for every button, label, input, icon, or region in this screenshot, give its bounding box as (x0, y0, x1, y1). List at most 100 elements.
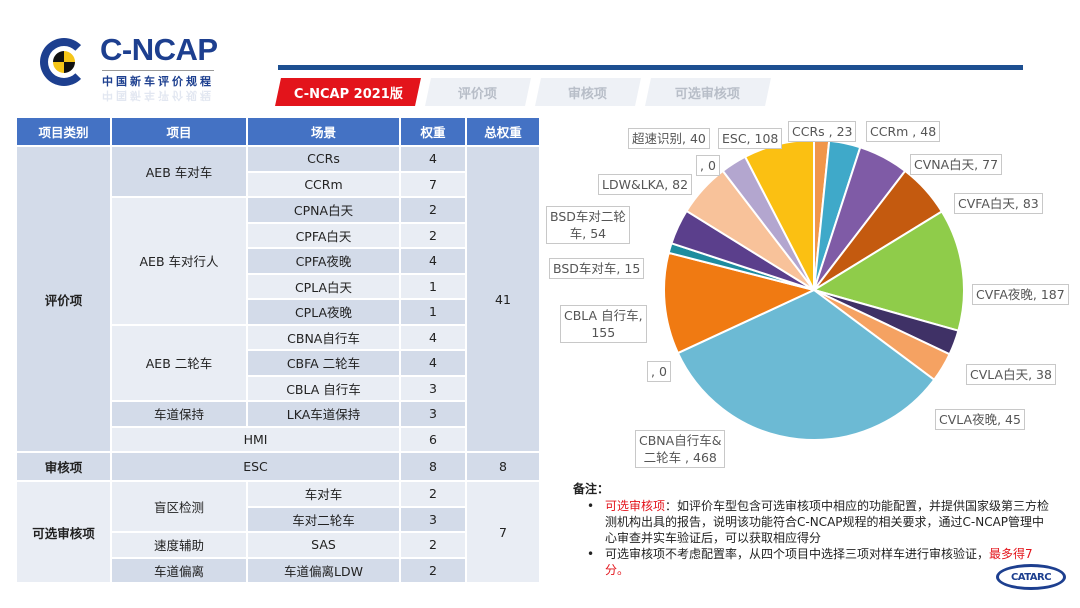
item-cell: 盲区检测 (112, 482, 246, 531)
scene-cell: LKA车道保持 (248, 402, 399, 426)
pie-chart: CCRs , 23 CCRm , 48 CVNA白天, 77 CVFA白天, 8… (540, 112, 1080, 482)
scene-cell: 车对二轮车 (248, 507, 399, 531)
weight-table: 项目类别 项目 场景 权重 总权重 评价项 AEB 车对车 CCRs 4 41 … (15, 116, 541, 584)
logo-reflection: 中国新车评价规程 (102, 89, 214, 102)
crash-test-dummy-icon (53, 51, 75, 73)
note-text: 可选审核项不考虑配置率，从四个项目中选择三项对样车进行审核验证， (605, 547, 990, 561)
item-cell: HMI (112, 427, 399, 451)
category-cell: 可选审核项 (17, 482, 110, 582)
data-label-ccrm: CCRm , 48 (866, 121, 941, 142)
table-row: CPFA白天 2 (17, 223, 539, 247)
total-weight-cell: 7 (467, 482, 539, 582)
scene-cell: CBLA 自行车 (248, 376, 399, 400)
data-label-cvla-night: CVLA夜晚, 45 (935, 409, 1025, 430)
scene-cell: CPLA夜晚 (248, 300, 399, 324)
category-cell: 审核项 (17, 453, 110, 480)
data-label-cvna: CVNA白天, 77 (910, 154, 1003, 175)
tab-audit[interactable]: 审核项 (535, 78, 641, 106)
weight-cell: 2 (401, 198, 465, 222)
data-label-cvfa-day: CVFA白天, 83 (954, 193, 1043, 214)
tab-evaluation[interactable]: 评价项 (425, 78, 531, 106)
data-label-bsd-car: BSD车对车, 15 (549, 258, 645, 279)
table-row: 评价项 AEB 车对车 CCRs 4 41 (17, 147, 539, 451)
scene-cell: 车对车 (248, 482, 399, 506)
scene-cell: CCRm (248, 172, 399, 196)
weight-cell: 4 (401, 249, 465, 273)
scene-cell: CBNA自行车 (248, 325, 399, 349)
weight-cell: 3 (401, 402, 465, 426)
table-row: CPLA夜晚 1 (17, 300, 539, 324)
weight-cell: 4 (401, 351, 465, 375)
tab-optional-audit[interactable]: 可选审核项 (645, 78, 771, 106)
item-cell: 速度辅助 (112, 533, 246, 557)
notes-list: 可选审核项：如评价车型包含可选审核项中相应的功能配置，并提供国家级第三方检测机构… (573, 498, 1053, 578)
note-item: 可选审核项不考虑配置率，从四个项目中选择三项对样车进行审核验证，最多得7分。 (587, 546, 1053, 578)
weight-cell: 7 (401, 172, 465, 196)
data-label-ldw-lka: LDW&LKA, 82 (598, 174, 693, 195)
data-label-zero-a: , 0 (647, 361, 671, 382)
logo-subtitle: 中国新车评价规程 (102, 70, 214, 89)
pie-slice (676, 288, 936, 441)
weight-cell: 2 (401, 223, 465, 247)
weight-cell: 2 (401, 558, 465, 582)
item-cell: 车道偏离 (112, 558, 246, 582)
table-row: 审核项 ESC 8 8 (17, 453, 539, 480)
weight-cell: 4 (401, 325, 465, 349)
scene-cell: 车道偏离LDW (248, 558, 399, 582)
weight-cell: 4 (401, 147, 465, 171)
data-label-bsd-two-wheeler: BSD车对二轮 车, 54 (546, 206, 630, 244)
logo-ring-icon (40, 38, 88, 86)
col-total-weight: 总权重 (467, 118, 539, 145)
total-weight-cell: 8 (467, 453, 539, 480)
weight-cell: 1 (401, 274, 465, 298)
table-row: 可选审核项 盲区检测 车对车 2 7 (17, 482, 539, 582)
note-highlight: 最多得7分。 (605, 547, 1033, 577)
scene-cell: CPFA白天 (248, 223, 399, 247)
table-row: CPLA白天 1 (17, 274, 539, 298)
weight-cell: 2 (401, 533, 465, 557)
pie-chart-svg (663, 138, 965, 441)
category-cell: 评价项 (17, 147, 110, 451)
tab-cncap-2021[interactable]: C-NCAP 2021版 (275, 78, 421, 106)
scene-cell: CPNA白天 (248, 198, 399, 222)
item-cell: 车道保持 (112, 402, 246, 426)
data-label-cbna: CBNA自行车& 二轮车 , 468 (635, 430, 726, 468)
data-label-zero-b: , 0 (696, 155, 720, 176)
col-scene: 场景 (248, 118, 399, 145)
scene-cell: CPLA白天 (248, 274, 399, 298)
notes-title: 备注： (573, 482, 610, 496)
table-row: AEB 二轮车 CBNA自行车 4 (17, 325, 539, 400)
item-cell: AEB 二轮车 (112, 325, 246, 400)
weight-cell: 2 (401, 482, 465, 506)
total-weight-cell: 41 (467, 147, 539, 451)
weight-cell: 8 (401, 453, 465, 480)
table-row: HMI 6 (17, 427, 539, 451)
col-item: 项目 (112, 118, 246, 145)
section-tabs: C-NCAP 2021版 评价项 审核项 可选审核项 (275, 78, 778, 108)
weight-cell: 6 (401, 427, 465, 451)
weight-cell: 3 (401, 507, 465, 531)
table-row: 车对二轮车 3 (17, 507, 539, 531)
pie-slice (811, 210, 965, 332)
table-row: CBLA 自行车 3 (17, 376, 539, 400)
scene-cell: CCRs (248, 147, 399, 171)
table-row: CPFA夜晚 4 (17, 249, 539, 273)
weight-cell: 3 (401, 376, 465, 400)
scene-cell: CBFA 二轮车 (248, 351, 399, 375)
table-row: 速度辅助 SAS 2 (17, 533, 539, 557)
table-row: AEB 车对行人 CPNA白天 2 (17, 198, 539, 324)
item-cell: AEB 车对行人 (112, 198, 246, 324)
weight-cell: 1 (401, 300, 465, 324)
note-text: ：如评价车型包含可选审核项中相应的功能配置，并提供国家级第三方检测机构出具的报告… (605, 499, 1050, 545)
table-row: CBFA 二轮车 4 (17, 351, 539, 375)
notes-section: 备注： 可选审核项：如评价车型包含可选审核项中相应的功能配置，并提供国家级第三方… (573, 481, 1053, 578)
cncap-logo: C-NCAP 中国新车评价规程 中国新车评价规程 (36, 30, 236, 110)
data-label-cvfa-night: CVFA夜晚, 187 (972, 284, 1069, 305)
data-label-ccrs: CCRs , 23 (788, 121, 857, 142)
data-label-speed-recognition: 超速识别, 40 (628, 128, 710, 149)
table-header-row: 项目类别 项目 场景 权重 总权重 (17, 118, 539, 145)
data-label-cbla: CBLA 自行车, 155 (560, 305, 647, 343)
table-row: 车道偏离 车道偏离LDW 2 (17, 558, 539, 582)
col-weight: 权重 (401, 118, 465, 145)
logo-title: C-NCAP (100, 32, 218, 67)
